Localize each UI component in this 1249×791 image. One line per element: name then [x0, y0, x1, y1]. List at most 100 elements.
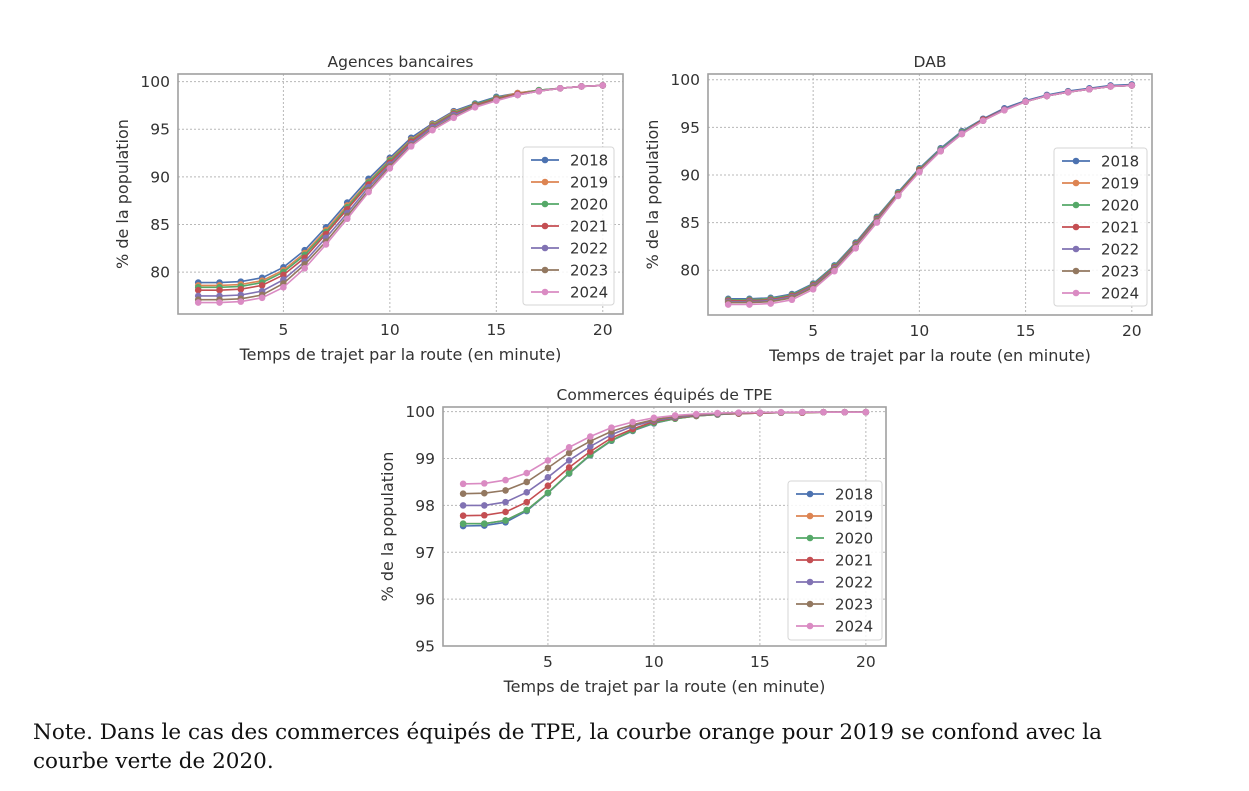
- data-point-2024: [735, 409, 742, 416]
- legend-marker-2022: [806, 578, 814, 586]
- y-tick-label: 99: [415, 450, 435, 468]
- x-tick-label: 15: [1016, 322, 1036, 340]
- data-point-2024: [746, 301, 753, 308]
- data-point-2024: [937, 147, 944, 155]
- x-tick-label: 15: [750, 653, 770, 671]
- data-point-2021: [459, 512, 467, 520]
- data-point-2020: [544, 489, 552, 497]
- y-tick-label: 100: [140, 73, 170, 91]
- legend-marker-2018: [541, 156, 549, 164]
- data-point-2022: [544, 473, 552, 481]
- data-point-2021: [523, 498, 531, 506]
- axes-frame: [707, 73, 1153, 316]
- data-point-2024: [544, 457, 552, 464]
- data-point-2024: [873, 219, 881, 226]
- series-group: [194, 82, 607, 306]
- legend-marker-2018: [1072, 157, 1080, 165]
- data-point-2024: [578, 83, 585, 90]
- data-point-2024: [979, 117, 987, 124]
- data-point-2024: [301, 264, 308, 272]
- data-point-2021: [216, 286, 223, 294]
- x-axis-label: Temps de trajet par la route (en minute): [239, 345, 562, 364]
- x-tick-label: 10: [644, 653, 664, 671]
- data-point-2024: [1086, 85, 1093, 93]
- data-point-2024: [671, 412, 679, 419]
- data-point-2024: [481, 480, 488, 487]
- legend-marker-2020: [806, 534, 814, 542]
- data-point-2021: [194, 286, 202, 294]
- data-point-2024: [777, 408, 785, 416]
- y-axis-label: % de la population: [378, 452, 397, 602]
- series-line-2024: [728, 84, 1132, 306]
- data-point-2020: [523, 506, 531, 514]
- data-point-2023: [587, 437, 594, 445]
- y-tick-label: 98: [415, 497, 435, 515]
- data-point-2024: [194, 299, 202, 306]
- legend-marker-2024: [806, 622, 814, 630]
- data-point-2022: [502, 498, 509, 506]
- data-point-2024: [237, 298, 245, 305]
- data-point-2024: [724, 301, 732, 308]
- data-point-2021: [587, 448, 594, 455]
- figure-note: Note. Dans le cas des commerces équipés …: [33, 718, 1243, 776]
- data-point-2024: [692, 410, 700, 418]
- data-point-2024: [798, 408, 806, 416]
- legend-label-2023: 2023: [1101, 263, 1139, 281]
- data-point-2024: [459, 480, 467, 488]
- legend-label-2021: 2021: [835, 552, 873, 570]
- chart-title: DAB: [914, 53, 947, 71]
- data-point-2024: [831, 267, 838, 275]
- legend-marker-2023: [541, 266, 549, 274]
- y-tick-label: 95: [680, 119, 700, 137]
- figure: 5 10 15 20 80 85 90 95 100 Agences bancaires Temps…: [113, 53, 1153, 696]
- legend-label-2022: 2022: [1101, 241, 1139, 259]
- x-tick-label: 5: [278, 321, 288, 339]
- axes-frame: [177, 73, 624, 315]
- legend-marker-2021: [1072, 223, 1080, 231]
- data-point-2024: [514, 91, 521, 99]
- data-point-2024: [809, 285, 817, 293]
- x-tick-label: 20: [593, 321, 613, 339]
- y-tick-label: 96: [415, 591, 435, 609]
- data-point-2021: [258, 282, 266, 289]
- legend: 2018 2019 2020 2021 2022 2023 2024: [522, 146, 615, 306]
- data-point-2020: [502, 517, 509, 524]
- data-point-2024: [788, 296, 796, 304]
- data-point-2020: [459, 520, 467, 527]
- legend-marker-2021: [541, 222, 549, 230]
- data-point-2024: [756, 409, 764, 416]
- data-point-2024: [852, 245, 859, 252]
- legend-label-2019: 2019: [835, 508, 873, 526]
- y-tick-label: 85: [150, 216, 170, 234]
- data-point-2021: [565, 464, 573, 471]
- data-point-2024: [556, 84, 564, 92]
- legend-label-2019: 2019: [570, 174, 608, 192]
- legend-marker-2020: [541, 200, 549, 208]
- legend-label-2023: 2023: [835, 596, 873, 614]
- y-tick-label: 90: [150, 168, 170, 186]
- x-tick-label: 5: [543, 653, 553, 671]
- data-point-2021: [237, 285, 245, 293]
- data-point-2022: [459, 502, 467, 509]
- y-tick-label: 100: [405, 403, 435, 421]
- data-point-2021: [280, 271, 287, 279]
- data-point-2024: [407, 143, 415, 150]
- data-point-2024: [1128, 82, 1136, 89]
- data-point-2024: [429, 126, 436, 134]
- y-tick-label: 100: [670, 71, 700, 89]
- data-point-2024: [841, 408, 848, 416]
- legend-marker-2019: [806, 512, 814, 520]
- data-point-2024: [629, 418, 637, 426]
- data-point-2024: [599, 82, 607, 89]
- legend-marker-2024: [1072, 289, 1080, 297]
- data-point-2024: [1064, 88, 1072, 96]
- data-point-2024: [322, 241, 330, 248]
- data-point-2024: [386, 164, 394, 172]
- series-line-2024: [463, 411, 866, 485]
- data-point-2023: [481, 489, 488, 497]
- data-point-2024: [343, 215, 351, 223]
- legend-label-2022: 2022: [570, 240, 608, 258]
- data-point-2023: [502, 487, 509, 494]
- legend-box: [1053, 147, 1148, 307]
- legend: 2018 2019 2020 2021 2022 2023 2024: [787, 480, 883, 641]
